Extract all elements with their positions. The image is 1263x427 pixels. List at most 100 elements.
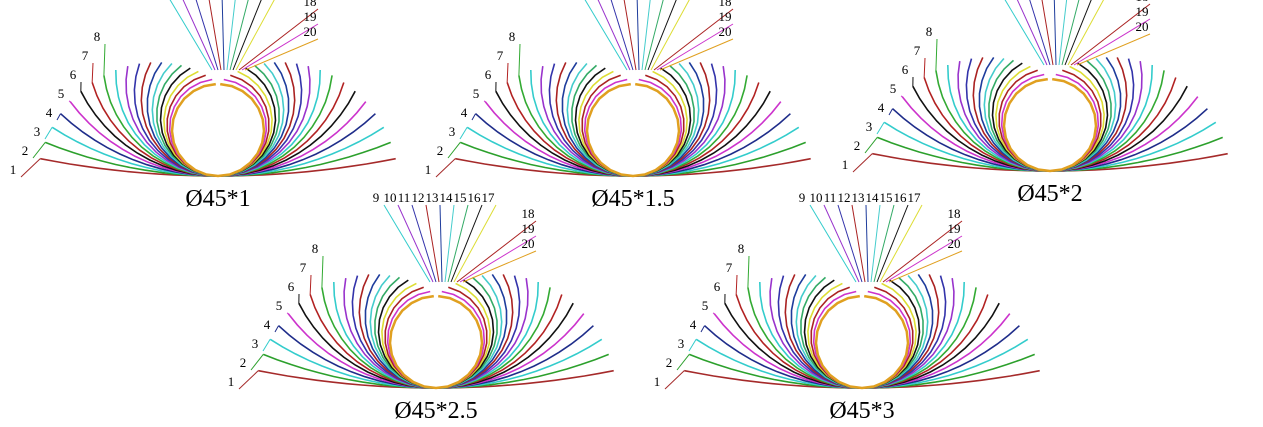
panel-label: Ø45*2 — [1017, 181, 1082, 207]
stage-label: 20 — [304, 24, 317, 39]
leader-line — [21, 159, 40, 177]
stage-label: 3 — [449, 124, 456, 139]
stage-label: 7 — [300, 260, 307, 275]
leader-line — [519, 44, 520, 75]
leader-line — [92, 63, 93, 82]
stage-label: 13 — [852, 190, 865, 205]
stage-label: 18 — [719, 0, 732, 9]
stage-label: 16 — [468, 190, 482, 205]
stage-label: 8 — [312, 241, 319, 256]
stage-label: 19 — [719, 9, 732, 24]
leader-line — [1012, 0, 1047, 65]
stage-label: 1 — [228, 374, 235, 389]
stage-profile — [705, 326, 1020, 388]
leader-line — [866, 205, 868, 282]
leader-line — [472, 114, 476, 120]
stage-label: 20 — [522, 236, 535, 251]
leader-line — [865, 137, 877, 153]
stage-label: 12 — [838, 190, 851, 205]
stage-label: 3 — [866, 119, 873, 134]
stage-label: 13 — [426, 190, 439, 205]
leader-line — [448, 142, 460, 158]
leader-line — [998, 0, 1044, 65]
stage-profile — [161, 68, 276, 176]
leader-line — [889, 109, 893, 115]
leader-line — [810, 205, 856, 282]
leader-line — [871, 205, 880, 282]
leader-line — [581, 0, 627, 70]
leader-line — [448, 205, 468, 282]
leader-line — [263, 339, 270, 351]
leader-line — [736, 275, 737, 294]
stage-label: 2 — [240, 355, 247, 370]
stage-label: 10 — [810, 190, 823, 205]
stage-profile — [579, 71, 687, 176]
leader-line — [507, 63, 508, 82]
stage-label: 19 — [522, 221, 535, 236]
stage-label: 4 — [461, 105, 468, 120]
stage-profile — [263, 354, 608, 388]
leader-line — [874, 205, 894, 282]
stage-profile — [379, 280, 494, 388]
stage-label: 8 — [94, 29, 101, 44]
panel-label: Ø45*3 — [829, 398, 894, 424]
leader-line — [853, 154, 872, 172]
panel-label: Ø45*2.5 — [394, 398, 477, 424]
leader-line — [924, 58, 925, 77]
stage-label: 4 — [690, 317, 697, 332]
stage-label: 6 — [902, 62, 909, 77]
stage-label: 18 — [948, 206, 961, 221]
stage-label: 20 — [1136, 19, 1149, 34]
forming-panel: 1234567891011121314151617181920Ø45*1.5 — [425, 0, 811, 212]
leader-line — [166, 0, 212, 70]
leader-line — [57, 114, 61, 120]
stage-profile — [948, 65, 1152, 171]
stage-label: 14 — [866, 190, 880, 205]
leader-line — [239, 371, 258, 389]
stage-label: 5 — [702, 298, 709, 313]
leader-line — [936, 39, 937, 70]
stage-profile — [689, 354, 1034, 388]
leader-line — [460, 127, 467, 139]
stage-profile — [507, 83, 759, 177]
stage-profile — [390, 296, 482, 388]
stage-profile — [531, 70, 735, 176]
panel-label: Ø45*1.5 — [591, 186, 674, 212]
leader-line — [1068, 0, 1110, 65]
stage-profile — [172, 84, 264, 176]
leader-line — [1065, 0, 1096, 65]
stage-label: 14 — [440, 190, 454, 205]
stage-label: 4 — [878, 100, 885, 115]
stage-label: 5 — [58, 86, 65, 101]
stage-label: 6 — [714, 279, 721, 294]
stage-profile — [587, 84, 679, 176]
leader-line — [877, 122, 884, 134]
leader-line — [484, 101, 485, 102]
stage-label: 7 — [914, 43, 921, 58]
stage-label: 20 — [948, 236, 961, 251]
leader-line — [69, 101, 70, 102]
leader-line — [660, 39, 733, 70]
leader-line — [310, 275, 311, 294]
stage-label: 16 — [894, 190, 908, 205]
leader-line — [1059, 0, 1068, 65]
stage-label: 20 — [719, 24, 732, 39]
stage-profile — [92, 83, 344, 177]
stage-label: 1 — [654, 374, 661, 389]
leader-line — [701, 326, 705, 332]
panel-label: Ø45*1 — [185, 186, 250, 212]
figure: 1234567891011121314151617181920Ø45*11234… — [0, 0, 1263, 427]
stage-label: 1 — [10, 162, 17, 177]
stage-label: 8 — [738, 241, 745, 256]
forming-panel: 1234567891011121314151617181920Ø45*2.5 — [228, 190, 614, 424]
stage-label: 10 — [384, 190, 397, 205]
stage-label: 3 — [678, 336, 685, 351]
leader-line — [665, 371, 684, 389]
stage-label: 9 — [799, 190, 806, 205]
stage-label: 2 — [666, 355, 673, 370]
stage-profile — [476, 114, 791, 176]
stage-profile — [164, 71, 272, 176]
stage-profile — [1004, 79, 1096, 171]
forming-panel: 1234567891011121314151617181920Ø45*2 — [842, 0, 1228, 207]
stage-label: 15 — [880, 190, 893, 205]
